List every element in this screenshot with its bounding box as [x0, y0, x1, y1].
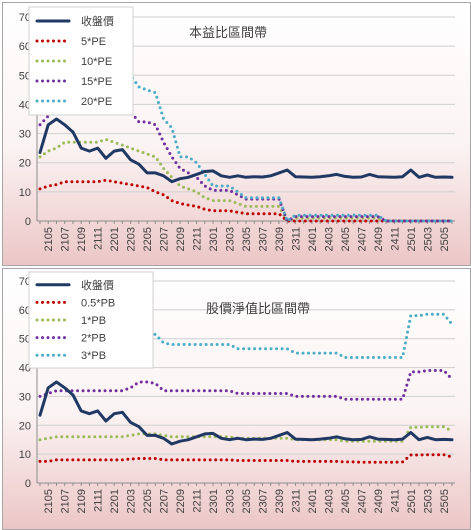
x-tick-label: 2309 — [274, 489, 286, 513]
x-tick-label: 2405 — [340, 489, 352, 513]
series-line-band-3 — [38, 369, 454, 401]
x-tick-label: 2505 — [439, 227, 451, 251]
y-tick-label: 60 — [19, 41, 31, 53]
x-tick-label: 2305 — [241, 489, 253, 513]
pe-band-chart-panel: 0 10 20 30 40 50 60 70 2105 2107 2109 2111 2201 2203 2… — [2, 2, 471, 266]
y-tick-label: 0 — [25, 216, 31, 228]
y-tick-label: 0 — [25, 478, 31, 490]
x-tick-label: 2411 — [389, 227, 401, 251]
legend-label: 1*PB — [81, 315, 106, 327]
pb-band-chart-panel: 0 10 20 30 40 50 60 70 2105 2107 2109 2111 2201 2203 2… — [2, 268, 471, 530]
legend-box — [28, 6, 134, 116]
x-tick-label: 2307 — [257, 489, 269, 513]
series-line-close-price — [38, 117, 454, 184]
chart-title: 股價淨值比區間帶 — [206, 301, 310, 316]
series-line-band-3 — [38, 97, 454, 223]
x-tick-label: 2207 — [159, 489, 171, 513]
series-line-close-price — [38, 380, 454, 446]
x-tick-label: 2303 — [225, 489, 237, 513]
x-tick-label: 2109 — [76, 489, 88, 513]
x-tick-label: 2209 — [175, 227, 187, 251]
x-tick-label: 2211 — [192, 489, 204, 513]
x-tick-label: 2405 — [340, 227, 352, 251]
x-tick-label: 2111 — [93, 489, 105, 512]
legend-label: 5*PE — [81, 36, 106, 48]
series-line-band-1 — [38, 453, 454, 464]
x-tick-label: 2311 — [290, 489, 302, 513]
x-tick-label: 2505 — [439, 489, 451, 513]
x-tick-label: 2409 — [373, 227, 385, 251]
y-tick-label: 40 — [19, 363, 31, 375]
x-tick-label: 2207 — [159, 227, 171, 251]
y-tick-label: 20 — [19, 420, 31, 432]
y-tick-label: 20 — [19, 158, 31, 170]
legend-label: 2*PB — [81, 333, 106, 345]
y-tick-label: 40 — [19, 99, 31, 111]
x-tick-label: 2205 — [142, 489, 154, 513]
x-tick-label: 2403 — [323, 227, 335, 251]
legend-label: 收盤價 — [81, 278, 114, 292]
legend-label: 收盤價 — [81, 14, 114, 28]
x-tick-label: 2311 — [290, 227, 302, 251]
x-tick-label: 2303 — [225, 227, 237, 251]
x-tick-label: 2211 — [192, 227, 204, 251]
x-tick-label: 2203 — [126, 489, 138, 513]
x-tick-label: 2111 — [93, 227, 105, 250]
x-tick-label: 2301 — [208, 489, 220, 513]
y-tick-label: 30 — [19, 391, 31, 403]
x-tick-label: 2503 — [422, 489, 434, 513]
x-tick-label: 2501 — [406, 489, 418, 513]
legend-label: 0.5*PB — [81, 297, 115, 309]
y-tick-label: 10 — [19, 449, 31, 461]
legend-box — [28, 271, 154, 369]
x-tick-label: 2105 — [43, 227, 55, 251]
x-tick-label: 2401 — [307, 227, 319, 251]
x-tick-label: 2403 — [323, 489, 335, 513]
x-tick-label: 2401 — [307, 489, 319, 513]
y-tick-label: 60 — [19, 305, 31, 317]
x-tick-label: 2501 — [406, 227, 418, 251]
x-tick-label: 2309 — [274, 227, 286, 251]
x-tick-label: 2407 — [356, 489, 368, 513]
x-tick-label: 2105 — [43, 489, 55, 513]
y-tick-label: 70 — [19, 276, 31, 288]
pb-band-chart: 0 10 20 30 40 50 60 70 2105 2107 2109 2111 2201 2203 2… — [19, 271, 455, 513]
x-tick-label: 2205 — [142, 227, 154, 251]
legend-label: 15*PE — [81, 76, 112, 88]
x-tick-label: 2109 — [76, 227, 88, 251]
legend-label: 20*PE — [81, 96, 112, 108]
x-tick-label: 2305 — [241, 227, 253, 251]
x-tick-label: 2201 — [109, 489, 121, 513]
series-line-band-1 — [38, 178, 454, 223]
legend-label: 3*PB — [81, 350, 106, 362]
pe-band-chart: 0 10 20 30 40 50 60 70 2105 2107 2109 2111 2201 2203 2… — [19, 6, 455, 251]
y-tick-label: 50 — [19, 334, 31, 346]
x-tick-label: 2409 — [373, 489, 385, 513]
x-tick-label: 2411 — [389, 489, 401, 513]
x-tick-label: 2201 — [109, 227, 121, 251]
chart-title: 本益比區間帶 — [189, 25, 267, 40]
x-tick-label: 2107 — [60, 227, 72, 251]
x-tick-label: 2503 — [422, 227, 434, 251]
x-tick-label: 2407 — [356, 227, 368, 251]
x-tick-label: 2301 — [208, 227, 220, 251]
legend-label: 10*PE — [81, 56, 112, 68]
y-tick-label: 30 — [19, 129, 31, 141]
x-tick-label: 2209 — [175, 489, 187, 513]
series-line-band-4 — [38, 56, 454, 223]
y-tick-label: 10 — [19, 187, 31, 199]
x-tick-label: 2307 — [257, 227, 269, 251]
y-tick-label: 70 — [19, 12, 31, 24]
y-tick-label: 50 — [19, 70, 31, 82]
x-tick-label: 2107 — [60, 489, 72, 513]
x-tick-label: 2203 — [126, 227, 138, 251]
